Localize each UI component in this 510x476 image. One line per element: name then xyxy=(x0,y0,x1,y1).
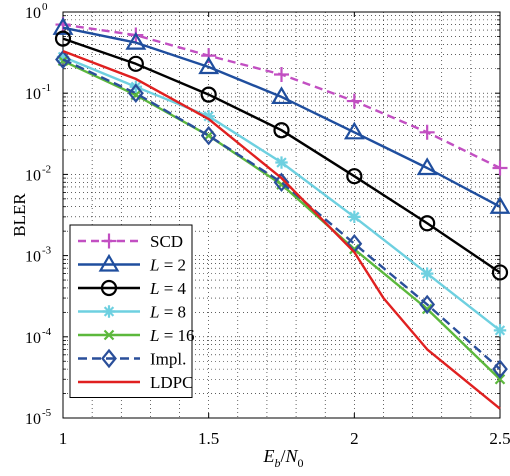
legend-label: L = 8 xyxy=(149,303,186,322)
data-point xyxy=(419,294,436,315)
legend: SCD L = 2 L = 4 L = 8 L = 16 Impl. LDPC xyxy=(69,224,195,398)
data-point xyxy=(346,93,362,109)
x-tick-label: 2 xyxy=(350,429,359,448)
y-tick-exponent: -4 xyxy=(42,326,52,338)
data-point xyxy=(494,373,506,385)
data-point xyxy=(343,121,365,140)
y-tick-label: 10 xyxy=(25,5,41,22)
data-point xyxy=(419,215,436,232)
data-point xyxy=(198,56,220,75)
x-tick-label: 2.5 xyxy=(489,429,510,448)
x-tick-label: 1.5 xyxy=(198,429,219,448)
data-point xyxy=(416,157,438,176)
legend-marker xyxy=(103,329,115,341)
legend-entry: SCD xyxy=(78,232,183,251)
series-impl xyxy=(55,49,508,379)
y-tick-label: 10 xyxy=(25,167,41,184)
data-point xyxy=(200,125,217,146)
legend-marker xyxy=(101,233,117,249)
data-point xyxy=(419,124,435,140)
data-point xyxy=(346,168,363,185)
legend-entry: L = 4 xyxy=(78,279,187,298)
x-axis-label: Eb/N0 xyxy=(262,446,303,470)
legend-entry: LDPC xyxy=(78,373,193,392)
series-line xyxy=(62,49,501,410)
y-tick-exponent: -5 xyxy=(42,407,52,419)
series-line xyxy=(62,58,501,370)
data-point xyxy=(348,210,361,224)
data-point xyxy=(125,31,147,50)
legend-label: L = 2 xyxy=(149,256,186,275)
y-tick-exponent: -2 xyxy=(42,163,51,175)
y-tick-exponent: -3 xyxy=(42,245,52,257)
data-point xyxy=(492,160,508,176)
legend-label: SCD xyxy=(150,232,183,251)
data-point xyxy=(55,49,71,70)
data-point xyxy=(202,110,215,123)
y-tick-exponent: 0 xyxy=(42,1,48,13)
data-point xyxy=(127,55,144,72)
data-point xyxy=(54,30,72,47)
series-l-4 xyxy=(54,30,509,281)
legend-entry: L = 16 xyxy=(78,326,195,345)
legend-entry: L = 8 xyxy=(78,303,186,322)
data-point xyxy=(491,264,509,281)
data-point xyxy=(271,86,292,105)
legend-marker xyxy=(100,279,118,297)
data-point xyxy=(273,172,290,193)
data-point xyxy=(200,86,217,103)
data-point xyxy=(489,196,510,214)
series-layer xyxy=(52,17,510,410)
legend-label: L = 16 xyxy=(149,326,195,345)
data-point xyxy=(421,303,433,315)
series-line xyxy=(62,37,501,274)
legend-entry: Impl. xyxy=(78,348,186,369)
data-point xyxy=(56,50,70,64)
legend-marker xyxy=(101,348,117,369)
legend-label: LDPC xyxy=(150,373,193,392)
series-scd xyxy=(55,17,508,176)
y-tick-label: 10 xyxy=(25,330,41,347)
legend-marker xyxy=(102,305,116,318)
legend-label: Impl. xyxy=(150,350,186,369)
data-point xyxy=(52,17,74,35)
data-point xyxy=(127,83,144,103)
legend-label: L = 4 xyxy=(149,279,187,298)
data-point xyxy=(492,359,508,379)
series-ldpc xyxy=(62,49,501,410)
y-tick-label: 10 xyxy=(25,86,41,103)
data-point xyxy=(274,66,289,82)
data-point xyxy=(420,267,434,280)
y-tick-label: 10 xyxy=(25,249,41,266)
data-point xyxy=(273,122,290,139)
series-line xyxy=(62,26,501,208)
y-axis-label: BLER xyxy=(10,193,29,237)
y-tick-exponent: -1 xyxy=(42,82,51,94)
data-point xyxy=(275,156,288,169)
y-tick-label: 10 xyxy=(25,411,41,428)
series-l-2 xyxy=(52,17,510,214)
data-point xyxy=(493,324,507,337)
plot-frame xyxy=(62,11,501,419)
legend-marker xyxy=(98,253,120,272)
legend-entry: L = 2 xyxy=(78,253,186,275)
x-tick-label: 1 xyxy=(59,429,68,448)
